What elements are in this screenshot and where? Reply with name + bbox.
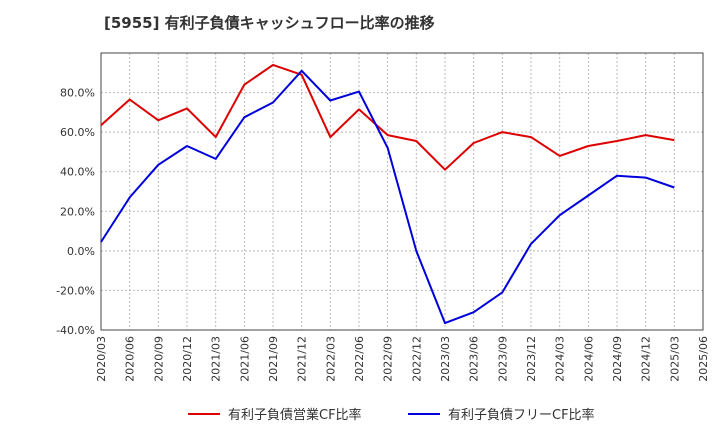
- series-layer: [100, 63, 675, 325]
- legend: 有利子負債営業CF比率 有利子負債フリーCF比率: [188, 407, 595, 423]
- x-tick-label: 2025/06: [697, 336, 710, 382]
- x-tick-label: 2023/09: [496, 336, 509, 382]
- x-tick-label: 2021/12: [296, 336, 309, 382]
- x-tick-label: 2020/03: [95, 336, 108, 382]
- x-tick-label: 2022/12: [410, 336, 423, 382]
- y-tick-label: 0.0%: [67, 245, 95, 258]
- y-tick-label: 20.0%: [60, 205, 95, 218]
- x-tick-label: 2020/09: [152, 336, 165, 382]
- x-tick-label: 2023/06: [468, 336, 481, 382]
- y-tick-label: -20.0%: [56, 284, 95, 297]
- grid-layer: [100, 53, 704, 331]
- legend-label-1: 有利子負債営業CF比率: [228, 407, 362, 423]
- x-tick-label: 2024/12: [640, 336, 653, 382]
- y-tick-label: 80.0%: [60, 87, 95, 100]
- y-tick-label: 60.0%: [60, 126, 95, 139]
- x-tick-label: 2022/06: [353, 336, 366, 382]
- x-tick-label: 2023/03: [439, 336, 452, 382]
- x-tick-label: 2021/09: [267, 336, 280, 382]
- x-tick-label: 2021/03: [210, 336, 223, 382]
- x-tick-label: 2021/06: [238, 336, 251, 382]
- x-tick-label: 2023/12: [525, 336, 538, 382]
- x-tick-label: 2020/06: [124, 336, 137, 382]
- x-tick-label: 2020/12: [181, 336, 194, 382]
- x-axis-ticks: 2020/03 2020/06 2020/09 2020/12 2021/03 2021/…: [95, 336, 710, 382]
- y-tick-label: 40.0%: [60, 166, 95, 179]
- y-axis-ticks: -40.0% -20.0% 0.0% 20.0% 40.0% 60.0% 80.0%: [56, 87, 95, 337]
- x-tick-label: 2024/03: [554, 336, 567, 382]
- x-tick-label: 2024/06: [582, 336, 595, 382]
- plot-frame: [100, 52, 704, 331]
- legend-label-2: 有利子負債フリーCF比率: [448, 407, 595, 423]
- y-tick-label: -40.0%: [56, 324, 95, 337]
- x-tick-label: 2022/03: [324, 336, 337, 382]
- x-tick-label: 2024/09: [611, 336, 624, 382]
- series-line-1: [100, 63, 675, 171]
- x-tick-label: 2022/09: [382, 336, 395, 382]
- chart-title: [5955] 有利子負債キャッシュフロー比率の推移: [104, 14, 435, 32]
- series-line-2: [100, 69, 675, 325]
- x-tick-label: 2025/03: [668, 336, 681, 382]
